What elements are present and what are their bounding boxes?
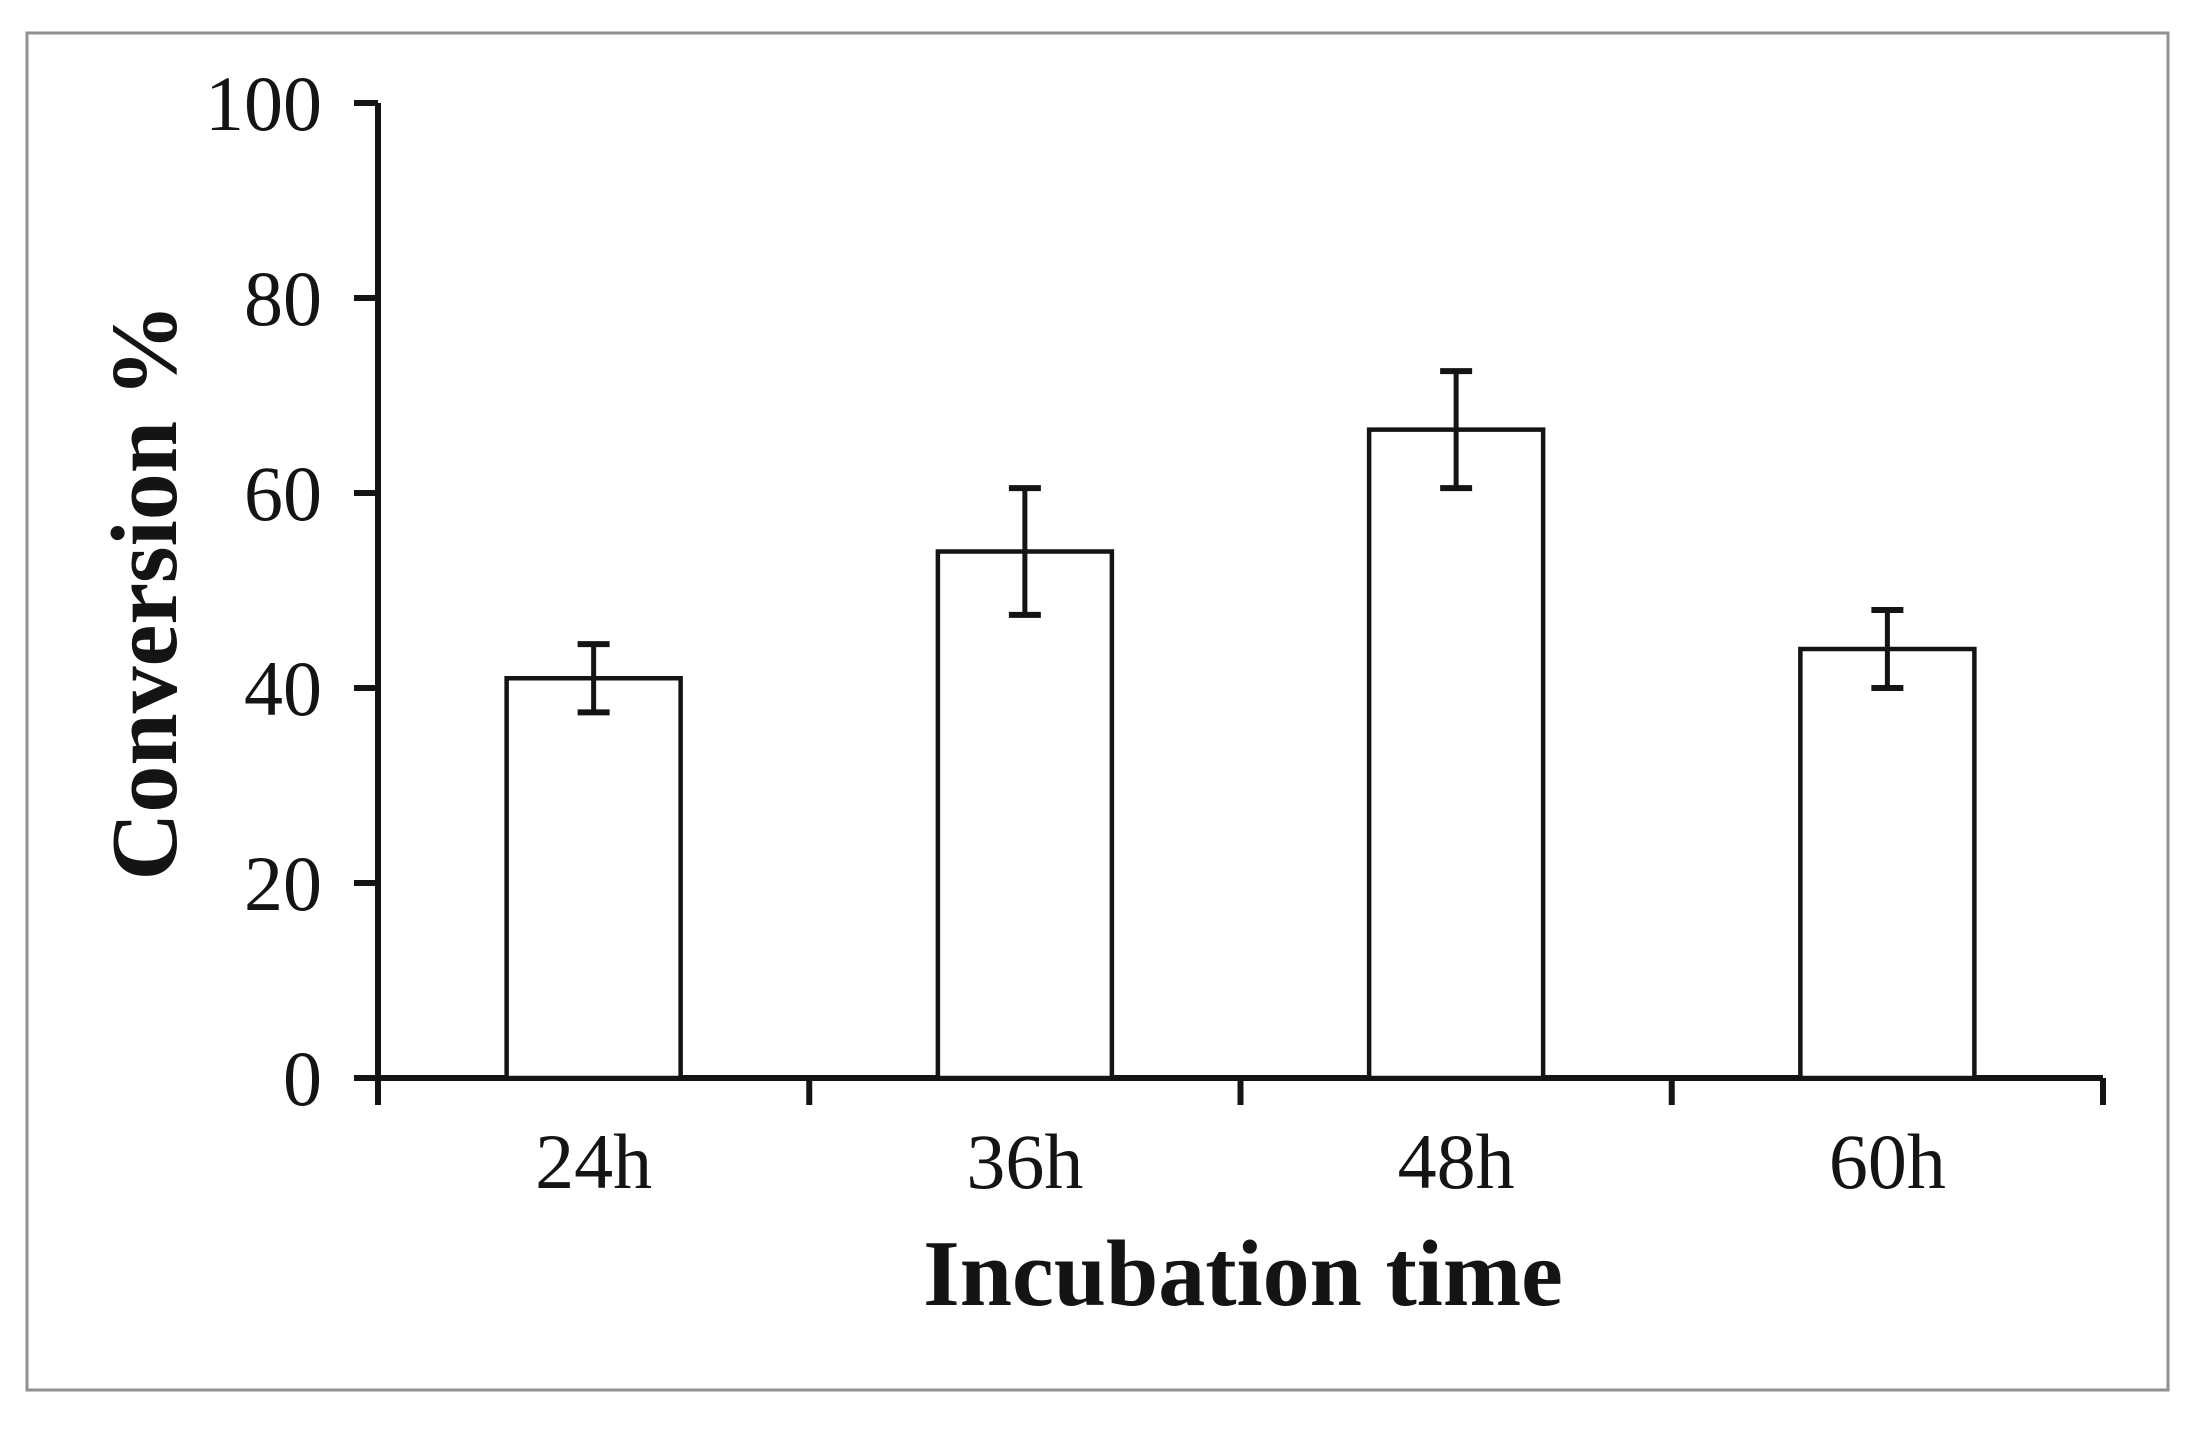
y-tick-label: 40 — [244, 645, 322, 732]
x-axis-title: Incubation time — [923, 1222, 1563, 1326]
y-tick-label: 20 — [244, 840, 322, 927]
x-category-label: 24h — [535, 1118, 652, 1205]
bar — [504, 676, 683, 1081]
y-tick-label: 60 — [244, 450, 322, 537]
bar — [1366, 427, 1546, 1081]
y-axis-ticks: 0 20 40 60 80 100 — [205, 60, 378, 1122]
x-category-label: 60h — [1829, 1118, 1946, 1205]
x-category-label: 48h — [1398, 1118, 1515, 1205]
x-category-label: 36h — [966, 1118, 1083, 1205]
figure-border — [25, 31, 2170, 1392]
bars-group — [504, 427, 1977, 1081]
y-tick-label: 100 — [205, 60, 322, 147]
bar — [935, 549, 1115, 1081]
bar — [1798, 646, 1977, 1081]
y-tick-label: 0 — [283, 1035, 322, 1122]
y-axis-title: Conversion % — [93, 303, 197, 880]
x-axis-ticks — [375, 1078, 2106, 1105]
error-bars-group — [577, 368, 1904, 716]
category-labels-group: 24h 36h 48h 60h — [535, 1118, 1946, 1205]
y-tick-label: 80 — [244, 255, 322, 342]
